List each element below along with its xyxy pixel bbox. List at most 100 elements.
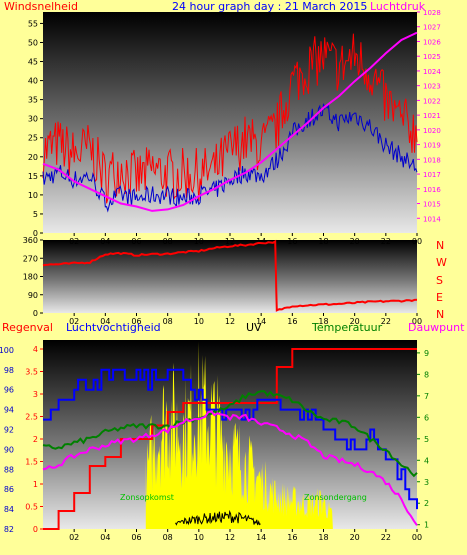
- pressure-ytick-label-8: 1022: [423, 97, 441, 105]
- pressure-ytick-label-7: 1021: [423, 112, 441, 120]
- humidity-label: Luchtvochtigheid: [66, 321, 161, 334]
- wind-xtick-label-1: 04: [100, 237, 110, 246]
- pressure-ytick-label-0: 1014: [423, 215, 441, 223]
- wind-ytick-label-0: 0: [33, 229, 38, 238]
- rain-line: [43, 348, 417, 530]
- temperature-label: Temperatuur: [312, 321, 383, 334]
- wind-ytick-label-10: 50: [28, 38, 38, 47]
- dir-xtick-label-8: 18: [318, 317, 328, 326]
- direction-label-n: N: [436, 239, 445, 252]
- wind-speed-label: Windsnelheid: [4, 0, 78, 13]
- dir-xtick-label-4: 10: [194, 317, 204, 326]
- sunrise-annotation: Zonsopkomst: [120, 493, 174, 502]
- rain-ytick-label-7: 3.5: [25, 368, 38, 377]
- humidity-ytick-label-5: 92: [4, 426, 14, 435]
- humidity-xtick-label-4: 10: [194, 533, 204, 542]
- dewpoint-line: [42, 410, 418, 526]
- temp-ytick-label-2: 3: [424, 478, 429, 487]
- humidity-line: [43, 368, 418, 510]
- pressure-ytick-label-13: 1027: [423, 24, 441, 32]
- wind-xtick-label-6: 14: [256, 237, 266, 246]
- pressure-ytick-label-12: 1026: [423, 38, 441, 46]
- humidity-xtick-label-6: 14: [256, 533, 266, 542]
- dir-ytick-label-1: 90: [28, 291, 38, 300]
- wind-ytick-label-7: 35: [28, 96, 38, 105]
- pressure-label: Luchtdruk: [370, 0, 426, 13]
- pressure-ytick-label-14: 1028: [423, 9, 441, 17]
- rain-ytick-label-2: 1: [33, 480, 38, 489]
- wind-direction-plot-area: [43, 240, 417, 313]
- dir-ytick-label-4: 360: [23, 236, 38, 245]
- dir-xtick-label-3: 08: [163, 317, 173, 326]
- wind-xtick-label-10: 22: [381, 237, 391, 246]
- wind-ytick-label-9: 45: [28, 58, 38, 67]
- dir-xtick-label-1: 04: [100, 317, 110, 326]
- dir-ytick-label-2: 180: [23, 273, 38, 282]
- wind-xtick-label-8: 18: [318, 237, 328, 246]
- humidity-ytick-label-7: 96: [4, 386, 14, 395]
- humidity-ytick-label-9: 100: [0, 346, 14, 355]
- temperature-line: [42, 390, 418, 478]
- wind-avg-line: [42, 103, 418, 213]
- dir-xtick-label-2: 06: [131, 317, 141, 326]
- humidity-ytick-label-4: 90: [4, 445, 14, 454]
- temp-ytick-label-3: 4: [424, 456, 429, 465]
- dir-xtick-label-5: 12: [225, 317, 235, 326]
- uv-area: [145, 341, 333, 529]
- wind-xtick-label-7: 16: [287, 237, 297, 246]
- temp-ytick-label-6: 7: [424, 392, 429, 401]
- solar-line: [175, 509, 261, 526]
- humidity-ytick-label-3: 88: [4, 465, 14, 474]
- wind-xtick-label-9: 20: [350, 237, 360, 246]
- dir-xtick-label-9: 20: [350, 317, 360, 326]
- humidity-xtick-label-2: 06: [131, 533, 141, 542]
- pressure-ytick-label-6: 1020: [423, 127, 441, 135]
- dir-xtick-label-10: 22: [381, 317, 391, 326]
- humidity-ytick-label-1: 84: [4, 505, 14, 514]
- temp-ytick-label-0: 1: [424, 521, 429, 530]
- humidity-ytick-label-2: 86: [4, 485, 14, 494]
- rain-ytick-label-0: 0: [33, 525, 38, 534]
- wind-ytick-label-11: 55: [28, 19, 38, 28]
- pressure-ytick-label-3: 1017: [423, 171, 441, 179]
- rain-ytick-label-3: 1.5: [25, 458, 38, 467]
- humidity-xtick-label-8: 18: [318, 533, 328, 542]
- humidity-xtick-label-0: 02: [69, 533, 79, 542]
- wind-ytick-label-2: 10: [28, 191, 38, 200]
- rain-ytick-label-6: 3: [33, 390, 38, 399]
- wind-ytick-label-3: 15: [28, 172, 38, 181]
- dewpoint-label: Dauwpunt: [408, 321, 465, 334]
- wind-xtick-label-11: 00: [412, 237, 422, 246]
- humidity-xtick-label-1: 04: [100, 533, 110, 542]
- wind-ytick-label-6: 30: [28, 115, 38, 124]
- rain-ytick-label-8: 4: [33, 345, 38, 354]
- wind-xtick-label-3: 08: [163, 237, 173, 246]
- wind-ytick-label-5: 25: [28, 134, 38, 143]
- dir-xtick-label-11: 00: [412, 317, 422, 326]
- humidity-ytick-label-0: 82: [4, 525, 14, 534]
- humidity-ytick-label-6: 94: [4, 406, 14, 415]
- wind-xtick-label-2: 06: [131, 237, 141, 246]
- uv-label: UV: [246, 321, 262, 334]
- humidity-xtick-label-10: 22: [381, 533, 391, 542]
- temp-ytick-label-4: 5: [424, 435, 429, 444]
- rain-ytick-label-1: 0.5: [25, 503, 38, 512]
- temp-ytick-label-1: 2: [424, 499, 429, 508]
- direction-label-s: S: [436, 274, 443, 287]
- humidity-ytick-label-8: 98: [4, 366, 14, 375]
- rain-ytick-label-5: 2.5: [25, 413, 38, 422]
- humidity-xtick-label-3: 08: [163, 533, 173, 542]
- dir-ytick-label-3: 270: [23, 254, 38, 263]
- dir-xtick-label-0: 02: [69, 317, 79, 326]
- pressure-ytick-label-5: 1019: [423, 142, 441, 150]
- pressure-line: [42, 31, 418, 212]
- direction-label-w: W: [436, 256, 447, 269]
- chart-title: 24 hour graph day : 21 March 2015: [172, 0, 368, 13]
- wind-xtick-label-4: 10: [194, 237, 204, 246]
- pressure-ytick-label-4: 1018: [423, 156, 441, 164]
- wind-ytick-label-4: 20: [28, 153, 38, 162]
- wind-ytick-label-1: 5: [33, 210, 38, 219]
- sunset-annotation: Zonsondergang: [304, 493, 367, 502]
- pressure-ytick-label-9: 1023: [423, 83, 441, 91]
